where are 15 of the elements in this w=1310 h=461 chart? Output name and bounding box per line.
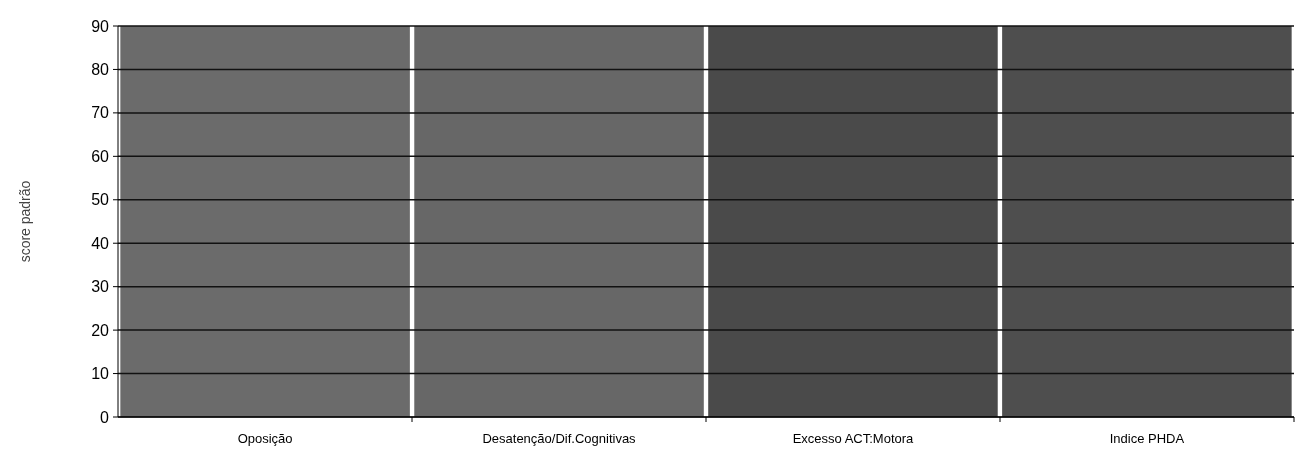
y-tick-label: 0 [100, 408, 110, 426]
y-tick-label: 80 [91, 61, 110, 79]
y-tick-label: 90 [91, 17, 110, 35]
x-tick-label: Excesso ACT:Motora [792, 431, 915, 446]
x-tick-label: Oposição [237, 431, 293, 446]
y-tick-label: 50 [91, 191, 110, 209]
x-tick-label: Indice PHDA [1109, 431, 1185, 446]
y-tick-label: 40 [91, 234, 110, 252]
x-tick-label: Desatenção/Dif.Cognitivas [482, 431, 637, 446]
y-tick-label: 60 [91, 147, 110, 165]
y-tick-label: 20 [91, 321, 110, 339]
y-tick-label: 30 [91, 278, 110, 296]
y-tick-label: 70 [91, 104, 110, 122]
y-axis-title: score padrão [17, 180, 33, 263]
y-tick-label: 10 [91, 365, 110, 383]
